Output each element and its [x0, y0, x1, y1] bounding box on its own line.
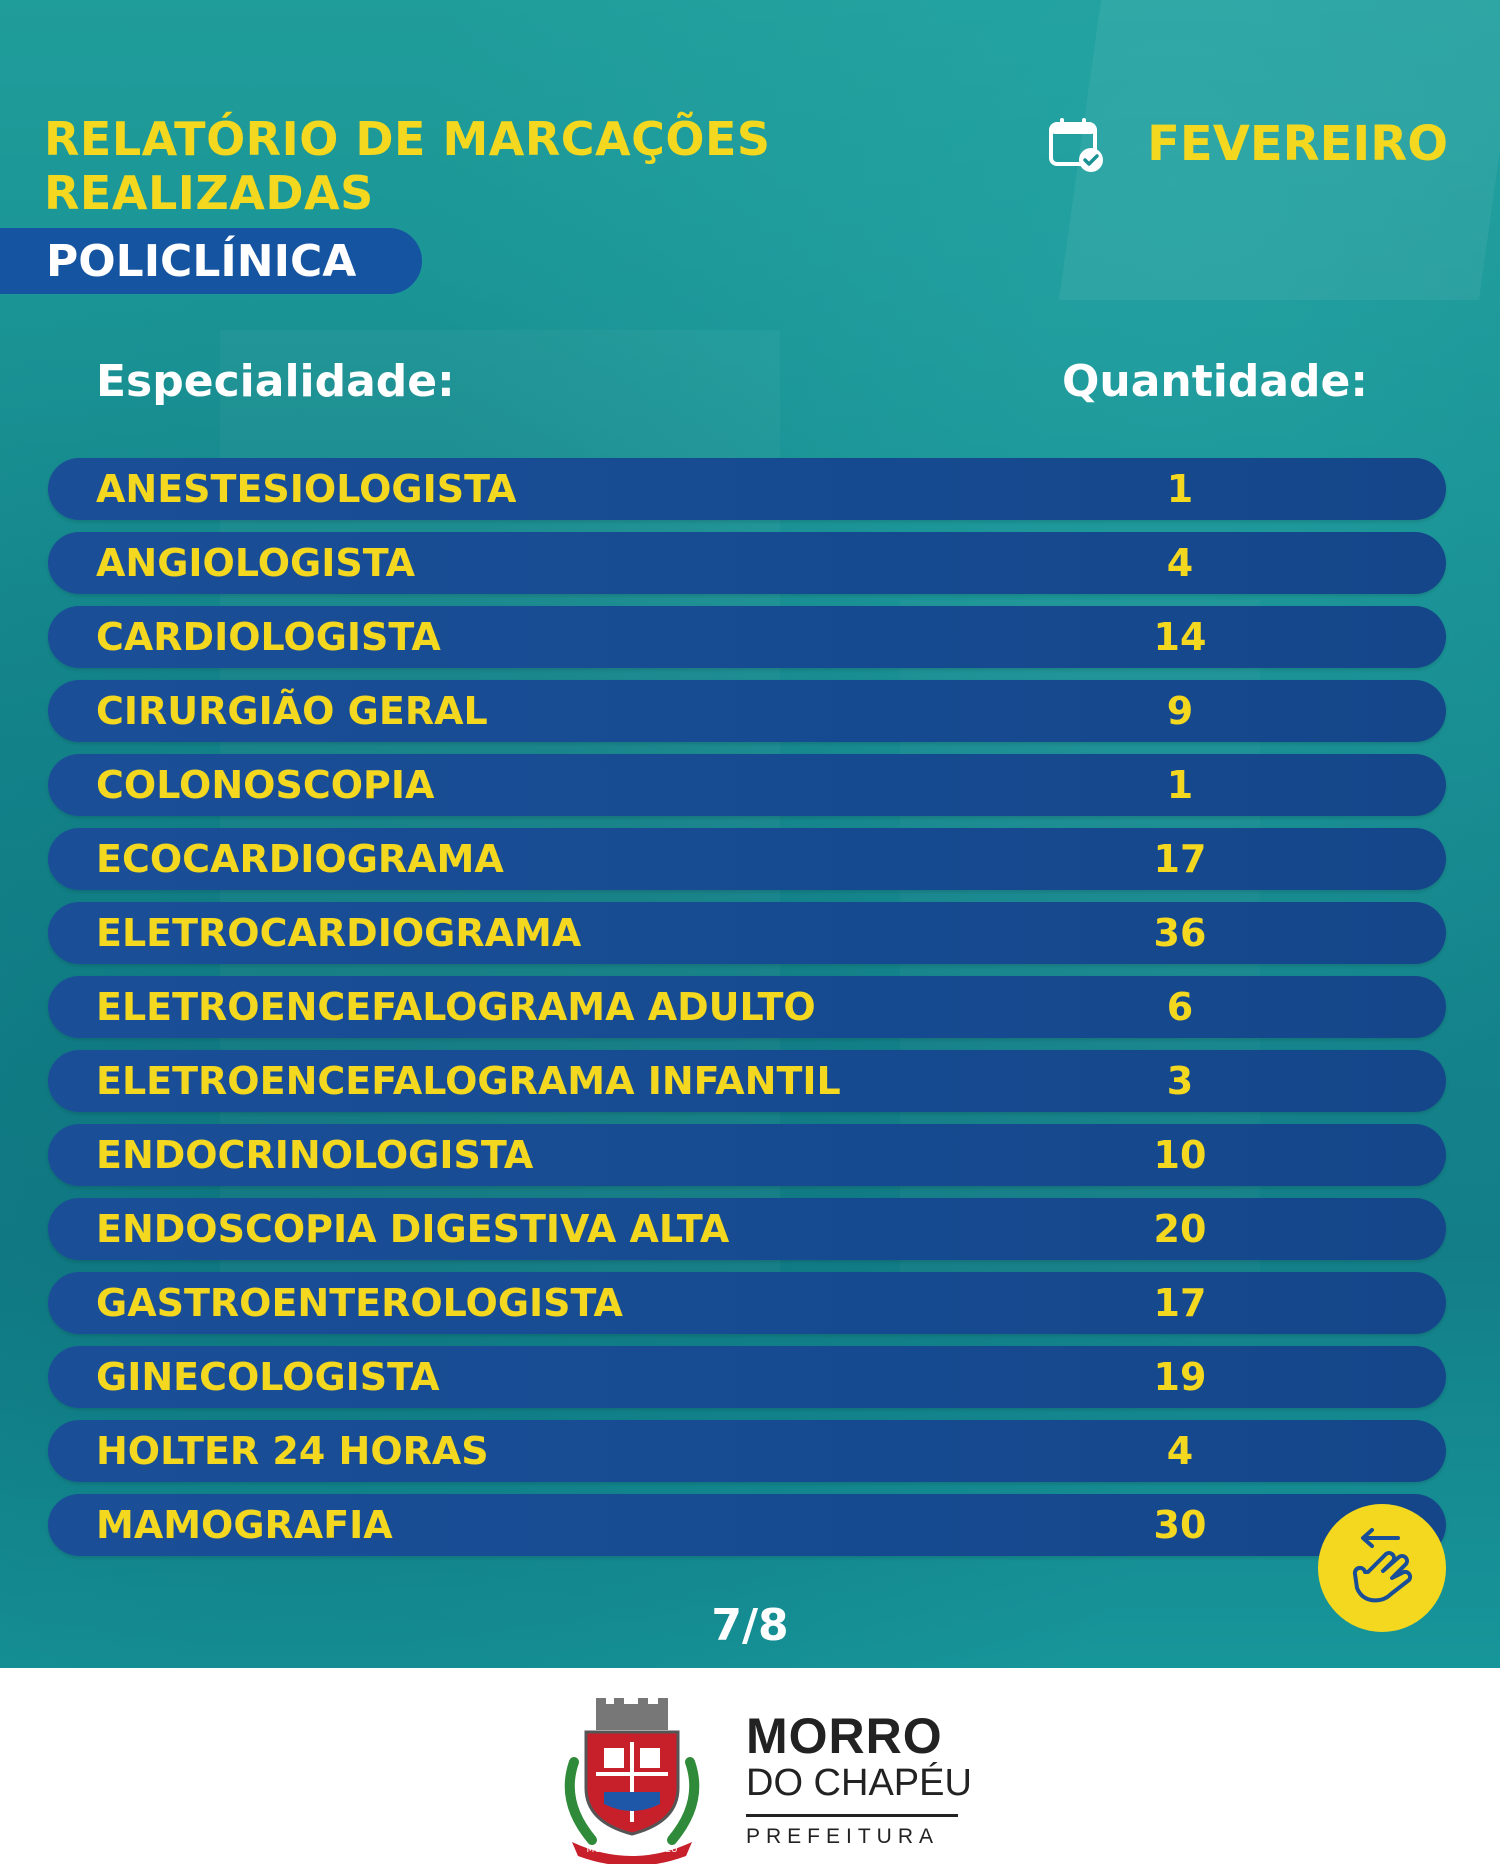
- specialty-table: ANESTESIOLOGISTA 1 ANGIOLOGISTA 4 CARDIOLOGI…: [48, 458, 1446, 1568]
- month-label: FEVEREIRO: [1047, 114, 1448, 174]
- table-row: ELETROCARDIOGRAMA 36: [48, 902, 1446, 964]
- table-row: GINECOLOGISTA 19: [48, 1346, 1446, 1408]
- specialty-name: GASTROENTEROLOGISTA: [96, 1281, 623, 1325]
- brand-line1: MORRO: [746, 1708, 943, 1764]
- page-indicator: 7/8: [711, 1600, 789, 1651]
- brand-line2: DO CHAPÉU: [746, 1762, 972, 1804]
- specialty-quantity: 14: [1153, 615, 1207, 659]
- specialty-name: CARDIOLOGISTA: [96, 615, 441, 659]
- brand-wordmark: MORRO DO CHAPÉU PREFEITURA: [746, 1710, 972, 1849]
- unit-badge: POLICLÍNICA: [0, 228, 422, 294]
- footer: [0, 1668, 1500, 1875]
- specialty-quantity: 19: [1153, 1355, 1207, 1399]
- report-title-line2: REALIZADAS: [44, 166, 374, 220]
- specialty-name: CIRURGIÃO GERAL: [96, 689, 488, 733]
- specialty-name: ENDOCRINOLOGISTA: [96, 1133, 534, 1177]
- specialty-quantity: 36: [1153, 911, 1207, 955]
- table-row: ANGIOLOGISTA 4: [48, 532, 1446, 594]
- crest-text: MORRO DO CHAPÉU: [586, 1843, 677, 1855]
- brand-divider: [746, 1814, 958, 1817]
- report-title-line1: RELATÓRIO DE MARCAÇÕES: [44, 112, 771, 166]
- specialty-quantity: 4: [1166, 1429, 1194, 1473]
- table-row: COLONOSCOPIA 1: [48, 754, 1446, 816]
- table-row: ANESTESIOLOGISTA 1: [48, 458, 1446, 520]
- specialty-name: GINECOLOGISTA: [96, 1355, 440, 1399]
- specialty-quantity: 1: [1166, 763, 1194, 807]
- table-row: ELETROENCEFALOGRAMA ADULTO 6: [48, 976, 1446, 1038]
- table-row: HOLTER 24 HORAS 4: [48, 1420, 1446, 1482]
- specialty-name: MAMOGRAFIA: [96, 1503, 393, 1547]
- swipe-hand-icon: [1352, 1528, 1413, 1603]
- table-row: ENDOSCOPIA DIGESTIVA ALTA 20: [48, 1198, 1446, 1260]
- specialty-name: ENDOSCOPIA DIGESTIVA ALTA: [96, 1207, 730, 1251]
- municipal-coat-of-arms-logo: MORRO DO CHAPÉU: [564, 1698, 700, 1864]
- column-header-quantity: Quantidade:: [1062, 356, 1368, 407]
- specialty-name: ANGIOLOGISTA: [96, 541, 416, 585]
- report-title: RELATÓRIO DE MARCAÇÕES REALIZADAS: [44, 112, 771, 220]
- specialty-quantity: 4: [1166, 541, 1194, 585]
- specialty-name: COLONOSCOPIA: [96, 763, 435, 807]
- specialty-name: HOLTER 24 HORAS: [96, 1429, 489, 1473]
- specialty-quantity: 9: [1166, 689, 1194, 733]
- table-row: ENDOCRINOLOGISTA 10: [48, 1124, 1446, 1186]
- specialty-quantity: 10: [1153, 1133, 1207, 1177]
- table-row: CARDIOLOGISTA 14: [48, 606, 1446, 668]
- swipe-button[interactable]: [1318, 1504, 1446, 1632]
- table-row: MAMOGRAFIA 30: [48, 1494, 1446, 1556]
- month-name: FEVEREIRO: [1147, 116, 1448, 172]
- specialty-quantity: 17: [1153, 1281, 1207, 1325]
- specialty-quantity: 17: [1153, 837, 1207, 881]
- column-header-specialty: Especialidade:: [96, 356, 455, 407]
- specialty-name: ELETROCARDIOGRAMA: [96, 911, 582, 955]
- brand-line3: PREFEITURA: [746, 1825, 940, 1848]
- specialty-quantity: 1: [1166, 467, 1194, 511]
- table-row: CIRURGIÃO GERAL 9: [48, 680, 1446, 742]
- specialty-name: ELETROENCEFALOGRAMA INFANTIL: [96, 1059, 841, 1103]
- specialty-name: ECOCARDIOGRAMA: [96, 837, 504, 881]
- specialty-quantity: 30: [1153, 1503, 1207, 1547]
- table-row: GASTROENTEROLOGISTA 17: [48, 1272, 1446, 1334]
- specialty-name: ANESTESIOLOGISTA: [96, 467, 517, 511]
- table-row: ECOCARDIOGRAMA 17: [48, 828, 1446, 890]
- specialty-quantity: 20: [1153, 1207, 1207, 1251]
- specialty-quantity: 3: [1166, 1059, 1194, 1103]
- table-row: ELETROENCEFALOGRAMA INFANTIL 3: [48, 1050, 1446, 1112]
- specialty-quantity: 6: [1166, 985, 1194, 1029]
- poster-background: RELATÓRIO DE MARCAÇÕES REALIZADAS FEVERE…: [0, 0, 1500, 1668]
- calendar-check-icon: [1049, 118, 1104, 172]
- specialty-name: ELETROENCEFALOGRAMA ADULTO: [96, 985, 816, 1029]
